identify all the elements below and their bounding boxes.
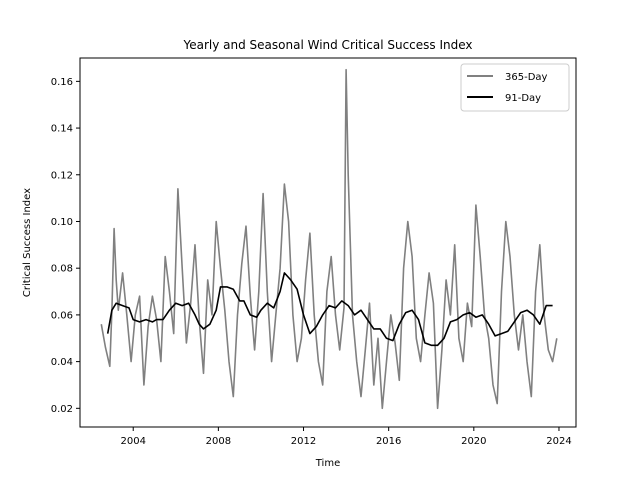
series-line-365-day	[100, 68, 558, 410]
y-tick-label: 0.10	[51, 217, 73, 228]
x-tick-label: 2020	[461, 436, 486, 447]
legend-label-365-day: 365-Day	[505, 72, 548, 83]
x-tick-label: 2024	[546, 436, 571, 447]
plot-area	[79, 57, 577, 428]
x-tick-label: 2004	[120, 436, 145, 447]
series-layer	[100, 68, 558, 410]
chart-title: Yearly and Seasonal Wind Critical Succes…	[182, 38, 472, 52]
x-axis-ticks: 2004 2008 2012 2016 2020 2024	[120, 427, 572, 447]
y-tick-label: 0.16	[51, 77, 73, 88]
legend-label-91-day: 91-Day	[505, 93, 541, 104]
x-tick-label: 2012	[291, 436, 316, 447]
x-tick-label: 2008	[206, 436, 231, 447]
x-axis-label: Time	[315, 458, 340, 469]
y-tick-label: 0.14	[51, 124, 73, 135]
legend: 365-Day 91-Day	[460, 63, 570, 112]
y-axis-ticks: 0.02 0.04 0.06 0.08 0.10 0.12 0.14 0.16	[51, 77, 80, 415]
axes-frame	[79, 57, 577, 428]
y-tick-label: 0.06	[51, 310, 73, 321]
y-tick-label: 0.02	[51, 404, 73, 415]
x-tick-label: 2016	[376, 436, 401, 447]
y-axis-label: Critical Success Index	[22, 188, 33, 297]
y-tick-label: 0.08	[51, 264, 73, 275]
y-tick-label: 0.04	[51, 357, 73, 368]
y-tick-label: 0.12	[51, 170, 73, 181]
series-line-91-day	[106, 272, 553, 347]
